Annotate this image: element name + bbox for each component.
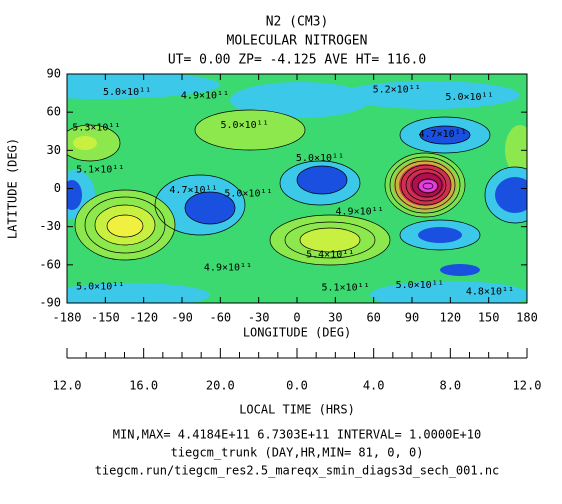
y-tick-label: 90 — [47, 67, 61, 81]
y-axis-label: LATITUDE (DEG) — [6, 138, 20, 239]
x-tick-label: -30 — [248, 311, 270, 325]
lt-tick-label: 12.0 — [53, 379, 82, 393]
contour-label: 4.8×10¹¹ — [466, 287, 514, 298]
lt-tick-label: 20.0 — [206, 379, 235, 393]
x-tick-label: -150 — [91, 311, 120, 325]
y-tick-label: 30 — [47, 143, 61, 157]
lt-axis-label: LOCAL TIME (HRS) — [239, 403, 355, 417]
x-tick-label: -120 — [129, 311, 158, 325]
chart-title: MOLECULAR NITROGEN — [227, 34, 368, 49]
x-tick-label: -60 — [209, 311, 231, 325]
contour-label: 5.1×10¹¹ — [76, 164, 124, 175]
x-tick-label: -180 — [53, 311, 82, 325]
chart-title: N2 (CM3) — [266, 15, 329, 30]
contour-label: 5.0×10¹¹ — [221, 120, 269, 131]
lt-tick-label: 16.0 — [129, 379, 158, 393]
lt-tick-label: 12.0 — [513, 379, 542, 393]
contour-label: 5.4×10¹¹ — [306, 250, 354, 261]
x-tick-label: 120 — [439, 311, 461, 325]
footer-text: tiegcm_trunk (DAY,HR,MIN= 81, 0, 0) — [171, 446, 424, 460]
contour-label: 5.0×10¹¹ — [396, 280, 444, 291]
contour-label: 5.3×10¹¹ — [72, 122, 120, 133]
contour-field — [67, 74, 527, 303]
x-tick-label: 180 — [516, 311, 538, 325]
x-axis-label: LONGITUDE (DEG) — [243, 326, 351, 340]
contour-label: 5.0×10¹¹ — [76, 281, 124, 292]
x-tick-label: 0 — [293, 311, 300, 325]
contour-label: 4.9×10¹¹ — [336, 206, 384, 217]
lt-tick-label: 8.0 — [439, 379, 461, 393]
footer-text: tiegcm.run/tiegcm_res2.5_mareqx_smin_dia… — [95, 464, 500, 478]
x-tick-label: 60 — [366, 311, 380, 325]
contour-label: 4.7×10¹¹ — [419, 129, 467, 140]
y-tick-label: 0 — [54, 181, 61, 195]
footer-text: MIN,MAX= 4.4184E+11 6.7303E+11 INTERVAL=… — [113, 428, 481, 442]
contour-label: 4.9×10¹¹ — [204, 262, 252, 273]
y-tick-label: 60 — [47, 105, 61, 119]
contour-label: 5.0×10¹¹ — [224, 189, 272, 200]
lt-tick-label: 4.0 — [363, 379, 385, 393]
y-tick-label: -30 — [39, 219, 61, 233]
contour-label: 5.0×10¹¹ — [103, 87, 151, 98]
y-tick-label: -90 — [39, 296, 61, 310]
contour-label: 5.1×10¹¹ — [321, 283, 369, 294]
contour-label: 5.0×10¹¹ — [445, 92, 493, 103]
x-tick-label: 90 — [405, 311, 419, 325]
contour-label: 4.7×10¹¹ — [169, 185, 217, 196]
chart-title: UT= 0.00 ZP= -4.125 AVE HT= 116.0 — [168, 53, 426, 68]
y-tick-label: -60 — [39, 257, 61, 271]
contour-label: 5.2×10¹¹ — [373, 84, 421, 95]
contour-label: 4.9×10¹¹ — [181, 91, 229, 102]
x-tick-label: -90 — [171, 311, 193, 325]
x-tick-label: 150 — [478, 311, 500, 325]
x-tick-label: 30 — [328, 311, 342, 325]
lt-tick-label: 0.0 — [286, 379, 308, 393]
contour-label: 5.0×10¹¹ — [296, 153, 344, 164]
